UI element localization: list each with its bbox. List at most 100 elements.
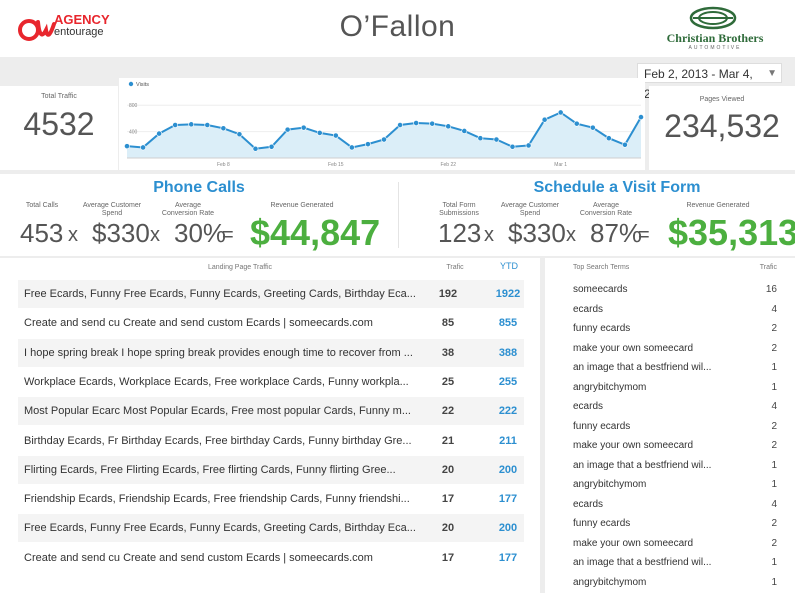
search-term-text[interactable]: an image that a bestfriend wil... — [573, 459, 712, 471]
landing-page-row[interactable]: Create and send cu Create and send custo… — [18, 309, 524, 337]
chart-data-point[interactable] — [397, 122, 403, 128]
search-term-row[interactable]: funny ecards 2 — [573, 417, 777, 436]
search-term-row[interactable]: an image that a bestfriend wil... 1 — [573, 553, 777, 572]
search-term-text[interactable]: make your own someecard — [573, 342, 694, 354]
phone-conversion-rate-value: 30% — [174, 218, 227, 248]
chart-data-point[interactable] — [268, 143, 275, 150]
landing-page-row[interactable]: Workplace Ecards, Workplace Ecards, Free… — [18, 368, 524, 396]
search-term-text[interactable]: make your own someecard — [573, 440, 694, 451]
search-term-text[interactable]: angrybitchymom — [573, 479, 647, 490]
chart-data-point[interactable] — [284, 126, 291, 133]
christian-brothers-emblem-icon — [689, 6, 737, 30]
landing-page-name[interactable]: Friendship Ecards, Friendship Ecards, Fr… — [24, 493, 410, 506]
date-range-picker[interactable]: Feb 2, 2013 - Mar 4, 2013 ▼ — [637, 63, 782, 101]
landing-page-row[interactable]: Free Ecards, Funny Free Ecards, Funny Ec… — [18, 280, 524, 308]
chart-data-point[interactable] — [461, 128, 468, 134]
search-term-row[interactable]: ecards 4 — [573, 495, 777, 514]
chart-data-point[interactable] — [300, 124, 307, 131]
search-term-text[interactable]: an image that a bestfriend wil... — [573, 557, 712, 568]
chart-data-point[interactable] — [332, 132, 339, 139]
search-term-text[interactable]: someecards — [573, 284, 628, 295]
search-term-row[interactable]: funny ecards 2 — [573, 319, 777, 338]
landing-page-row[interactable]: Friendship Ecards, Friendship Ecards, Fr… — [18, 485, 524, 513]
search-term-text[interactable]: funny ecards — [573, 420, 631, 432]
search-term-row[interactable]: funny ecards 2 — [573, 514, 777, 533]
chart-data-point[interactable] — [124, 143, 130, 150]
search-term-text[interactable]: ecards — [573, 303, 604, 315]
search-term-text[interactable]: angrybitchymom — [573, 381, 647, 393]
search-term-row[interactable]: someecards 16 — [573, 280, 777, 299]
chart-data-point[interactable] — [509, 143, 516, 150]
chart-x-tick-label: Feb 8 — [217, 162, 230, 168]
search-term-row[interactable]: make your own someecard 2 — [573, 436, 777, 455]
landing-page-row[interactable]: Flirting Ecards, Free Flirting Ecards, F… — [18, 455, 524, 484]
chart-data-point[interactable] — [445, 123, 452, 130]
search-term-text[interactable]: ecards — [573, 498, 604, 510]
search-term-traffic: 1 — [771, 479, 777, 490]
chart-area-fill — [127, 112, 641, 158]
chart-data-point[interactable] — [413, 120, 420, 126]
landing-page-row[interactable]: Birthday Ecards, Fr Birthday Ecards, Fre… — [18, 427, 524, 455]
search-term-row[interactable]: angrybitchymom 1 — [573, 573, 777, 592]
search-term-text[interactable]: funny ecards — [573, 323, 631, 334]
search-term-row[interactable]: an image that a bestfriend wil... 1 — [573, 456, 777, 475]
chart-data-point[interactable] — [365, 141, 371, 148]
landing-page-row[interactable]: Most Popular Ecarc Most Popular Ecards, … — [18, 397, 524, 426]
landing-page-name[interactable]: Create and send cu Create and send custo… — [24, 317, 373, 330]
chart-data-point[interactable] — [204, 122, 211, 128]
search-term-row[interactable]: angrybitchymom 1 — [573, 475, 777, 494]
search-term-text[interactable]: an image that a bestfriend wil... — [573, 362, 712, 373]
search-term-text[interactable]: ecards — [573, 401, 604, 412]
chart-data-point[interactable] — [525, 142, 532, 149]
chart-data-point[interactable] — [252, 145, 259, 152]
landing-page-row[interactable]: Create and send cu Create and send custo… — [18, 544, 524, 572]
landing-page-ytd: 211 — [499, 434, 517, 447]
search-term-text[interactable]: funny ecards — [573, 518, 631, 529]
chart-data-point[interactable] — [220, 125, 227, 132]
chart-data-point[interactable] — [188, 121, 195, 128]
landing-page-traffic: 20 — [441, 463, 455, 476]
landing-page-name[interactable]: Workplace Ecards, Workplace Ecards, Free… — [24, 375, 409, 388]
landing-page-name[interactable]: Free Ecards, Funny Free Ecards, Funny Ec… — [24, 288, 416, 300]
search-term-text[interactable]: angrybitchymom — [573, 576, 647, 588]
search-term-row[interactable]: ecards 4 — [573, 397, 777, 416]
chart-data-point[interactable] — [156, 130, 163, 137]
chevron-down-icon[interactable]: ▼ — [767, 68, 777, 79]
chart-data-point[interactable] — [140, 144, 146, 151]
chart-data-point[interactable] — [381, 136, 387, 143]
search-term-row[interactable]: make your own someecard 2 — [573, 339, 777, 358]
landing-page-row[interactable]: I hope spring break I hope spring break … — [18, 338, 524, 367]
chart-data-point[interactable] — [236, 131, 243, 138]
pages-viewed-panel: Pages Viewed 234,532 — [649, 86, 795, 170]
search-term-text[interactable]: make your own someecard — [573, 537, 694, 549]
landing-page-name[interactable]: Birthday Ecards, Fr Birthday Ecards, Fre… — [24, 434, 412, 447]
search-term-traffic: 1 — [771, 576, 777, 588]
search-term-row[interactable]: ecards 4 — [573, 300, 777, 319]
search-term-row[interactable]: make your own someecard 2 — [573, 534, 777, 553]
chart-data-point[interactable] — [605, 135, 612, 142]
chart-data-point[interactable] — [493, 136, 500, 143]
landing-page-name[interactable]: Flirting Ecards, Free Flirting Ecards, F… — [24, 463, 396, 476]
chart-data-point[interactable] — [557, 109, 564, 116]
landing-page-traffic: 21 — [441, 434, 455, 447]
landing-page-name[interactable]: Free Ecards, Funny Free Ecards, Funny Ec… — [24, 522, 416, 535]
search-term-row[interactable]: an image that a bestfriend wil... 1 — [573, 358, 777, 377]
search-term-row[interactable]: angrybitchymom 1 — [573, 378, 777, 397]
landing-page-name[interactable]: Most Popular Ecarc Most Popular Ecards, … — [24, 405, 411, 418]
chart-data-point[interactable] — [316, 130, 323, 136]
chart-y-tick-label: 400 — [129, 130, 138, 136]
chart-data-point[interactable] — [429, 120, 436, 127]
chart-data-point[interactable] — [348, 144, 355, 151]
chart-data-point[interactable] — [589, 124, 596, 131]
chart-data-point[interactable] — [622, 141, 628, 148]
chart-data-point[interactable] — [541, 116, 548, 123]
schedule-avg-spend-value: $330 — [508, 218, 566, 248]
landing-page-row[interactable]: Free Ecards, Funny Free Ecards, Funny Ec… — [18, 514, 524, 543]
chart-data-point[interactable] — [638, 114, 644, 120]
chart-data-point[interactable] — [573, 120, 580, 127]
landing-page-name[interactable]: Create and send cu Create and send custo… — [24, 551, 373, 564]
pages-viewed-label: Pages Viewed — [699, 96, 745, 103]
chart-data-point[interactable] — [477, 135, 484, 142]
chart-data-point[interactable] — [172, 122, 179, 128]
landing-page-name[interactable]: I hope spring break I hope spring break … — [24, 346, 413, 359]
